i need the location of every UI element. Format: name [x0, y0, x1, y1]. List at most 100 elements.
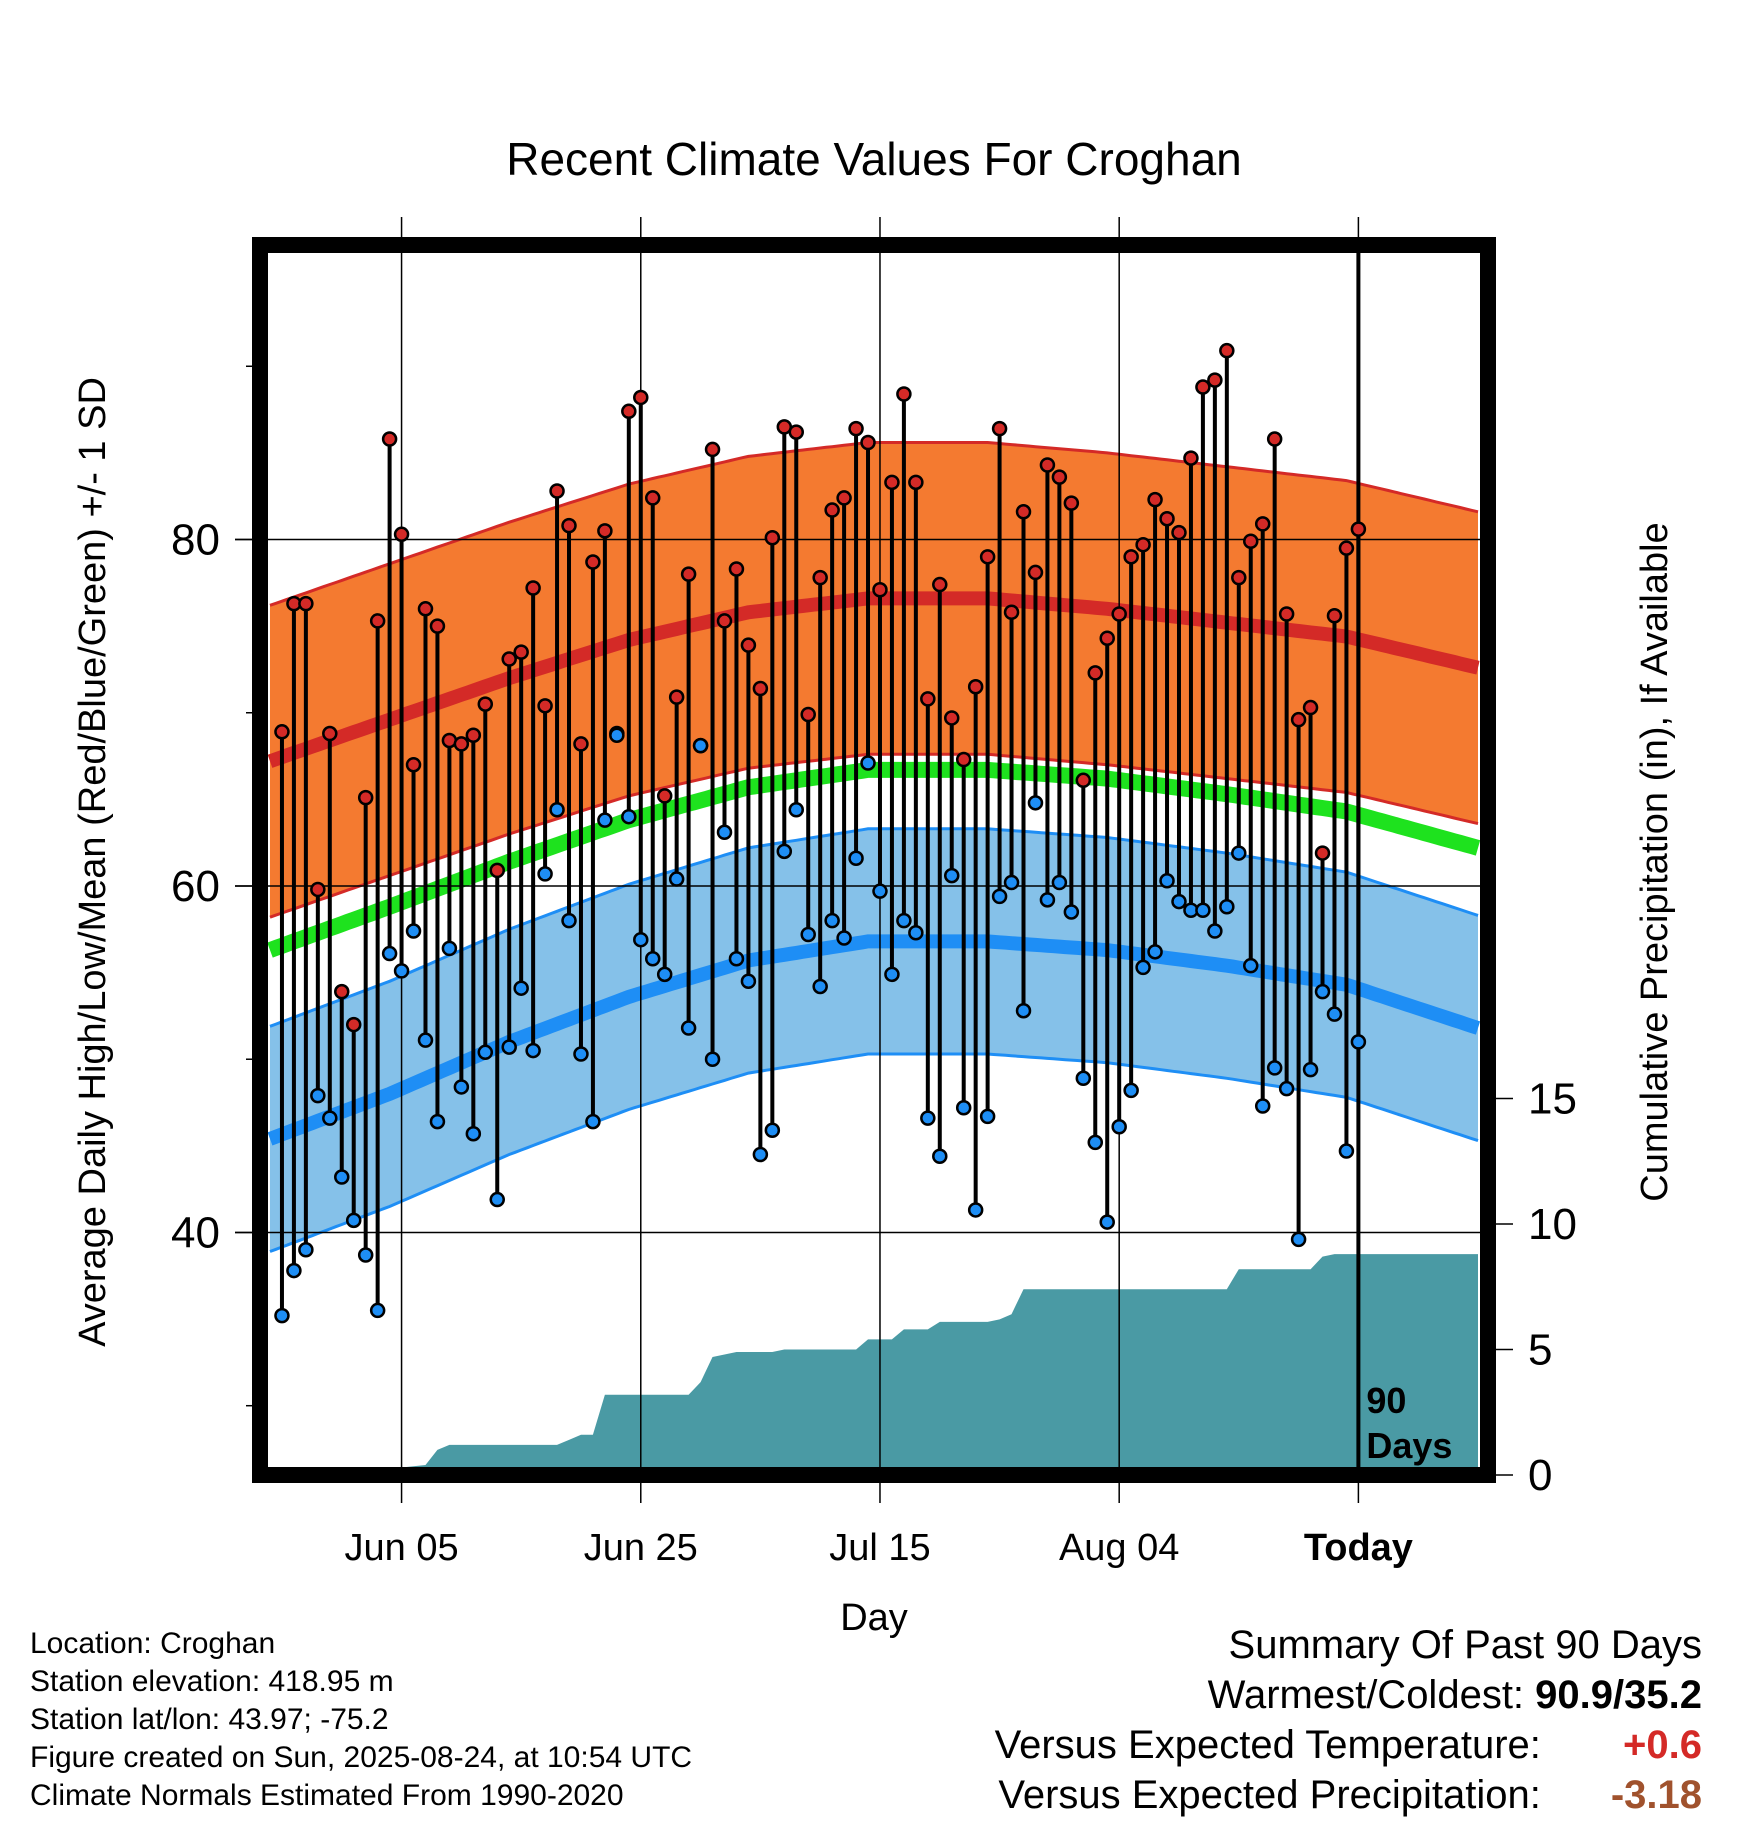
daily-low-point [357, 1247, 374, 1263]
daily-low-point [1075, 1070, 1092, 1087]
daily-high-point [513, 644, 529, 660]
daily-high-point [1171, 524, 1187, 541]
daily-high-point [1027, 564, 1044, 581]
y2-tick-label: 15 [1528, 1074, 1577, 1123]
daily-low-point [1171, 893, 1187, 910]
daily-high-point [908, 474, 924, 491]
daily-low-point [429, 1113, 446, 1130]
daily-high-point [1123, 549, 1139, 565]
daily-high-point [1195, 379, 1211, 395]
daily-low-point [369, 1302, 386, 1319]
y2-axis-label: Cumulative Precipitation (in), If Availa… [1634, 522, 1676, 1201]
daily-low-point [298, 1242, 314, 1258]
daily-high-point [1099, 630, 1115, 647]
latlon-text: Station lat/lon: 43.97; -75.2 [30, 1703, 389, 1736]
daily-high-point [1254, 516, 1271, 532]
daily-low-point [656, 966, 673, 983]
daily-low-point [1027, 795, 1044, 811]
daily-high-point [429, 618, 446, 634]
daily-high-point [1075, 772, 1092, 789]
daily-high-point [668, 689, 685, 705]
low-band-lower-edge [269, 1052, 1479, 1253]
daily-high-point [644, 490, 661, 506]
station-info: Location: Croghan Station elevation: 418… [30, 1625, 692, 1815]
daily-high-point [1111, 606, 1127, 622]
daily-low-point [967, 1202, 984, 1218]
daily-low-point [1135, 959, 1151, 976]
daily-low-point [704, 1051, 721, 1067]
daily-low-point [1039, 892, 1056, 908]
precip-diff-value: -3.18 [1610, 1773, 1702, 1817]
daily-low-point [477, 1044, 494, 1061]
daily-high-point [633, 389, 649, 406]
y2-tick-label: 10 [1528, 1200, 1577, 1249]
daily-low-point [1290, 1231, 1307, 1248]
daily-low-point [1003, 874, 1020, 891]
daily-high-point [597, 523, 613, 539]
daily-low-point [1123, 1082, 1139, 1099]
daily-high-point [860, 434, 876, 451]
x-axis-label: Day [840, 1597, 908, 1639]
daily-low-point [884, 966, 900, 983]
y2-tick-label: 0 [1528, 1451, 1552, 1500]
daily-low-point [752, 1146, 769, 1163]
daily-high-point [920, 691, 936, 707]
daily-low-point [1326, 1006, 1343, 1022]
daily-high-point [680, 566, 697, 582]
daily-high-point [573, 736, 589, 752]
daily-low-point [800, 926, 816, 943]
daily-high-point [824, 502, 840, 518]
daily-low-point [1314, 983, 1331, 1000]
daily-high-point [1039, 457, 1056, 473]
daily-high-point [979, 549, 996, 565]
daily-low-point [644, 950, 661, 967]
y2-tick-label: 5 [1528, 1325, 1552, 1374]
daily-high-point [357, 789, 374, 806]
daily-low-point [1207, 923, 1223, 939]
daily-low-point [274, 1307, 290, 1324]
daily-low-point [812, 978, 828, 995]
daily-low-point [489, 1191, 505, 1208]
daily-high-point [1219, 342, 1235, 359]
y-tick-label: 60 [171, 862, 220, 911]
daily-high-point [836, 490, 852, 506]
daily-low-point [1159, 873, 1175, 889]
daily-low-point [1231, 845, 1247, 861]
daily-high-point [477, 696, 494, 712]
daily-high-point [656, 788, 673, 804]
daily-high-point [1290, 711, 1307, 728]
daily-high-point [1278, 606, 1295, 622]
daily-high-point [621, 403, 637, 420]
daily-high-point [800, 706, 816, 723]
daily-high-point [1087, 665, 1104, 681]
created-text: Figure created on Sun, 2025-08-24, at 10… [30, 1741, 693, 1774]
daily-low-point [1254, 1098, 1271, 1114]
normal-mean-line [267, 761, 1481, 958]
daily-high-point [345, 1016, 362, 1033]
daily-low-point [836, 930, 852, 946]
daily-low-point [872, 883, 888, 899]
temp-diff-label: Versus Expected Temperature: [994, 1723, 1541, 1767]
daily-high-point [1243, 533, 1259, 549]
daily-high-point [369, 613, 386, 629]
daily-low-point [525, 1042, 541, 1059]
daily-high-point [884, 474, 900, 491]
chart-title: Recent Climate Values For Croghan [506, 133, 1241, 185]
daily-high-point [525, 580, 541, 596]
daily-low-point [1243, 957, 1259, 974]
daily-low-point [896, 912, 912, 929]
x-tick-label: Jun 25 [584, 1527, 698, 1569]
daily-high-point [716, 613, 733, 629]
daily-low-point [848, 850, 864, 867]
normal-low-line [267, 934, 1481, 1146]
daily-high-point [1063, 495, 1080, 511]
high-band-lower-edge [269, 752, 1479, 919]
daily-low-point [1015, 1002, 1032, 1019]
today-marker-label: Days [1366, 1425, 1452, 1466]
daily-low-point [573, 1046, 589, 1062]
daily-low-point [345, 1212, 362, 1229]
daily-low-point [286, 1262, 302, 1279]
summary-panel: Summary Of Past 90 Days Warmest/Coldest:… [995, 1620, 1702, 1820]
daily-high-point [393, 526, 410, 543]
